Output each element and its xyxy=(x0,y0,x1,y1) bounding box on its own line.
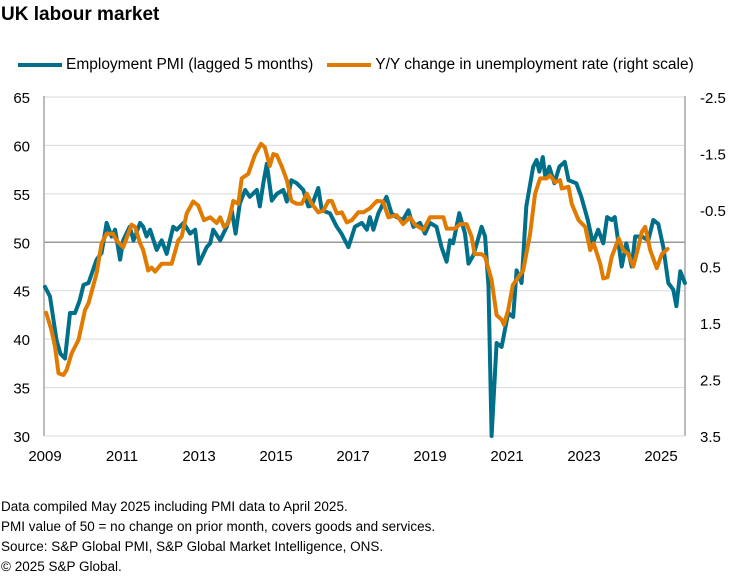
footnote-source: Source: S&P Global PMI, S&P Global Marke… xyxy=(1,539,384,554)
legend-swatch-orange xyxy=(327,63,372,67)
y-right-tick-label: -1.5 xyxy=(700,147,726,164)
x-tick-label: 2015 xyxy=(259,448,292,465)
x-tick-label: 2017 xyxy=(336,448,369,465)
chart-title: UK labour market xyxy=(1,4,160,25)
x-tick-label: 2009 xyxy=(28,448,61,465)
legend-item-employment-pmi: Employment PMI (lagged 5 months) xyxy=(18,56,313,74)
y-right-tick-label: -2.5 xyxy=(700,90,726,107)
y-left-tick-label: 40 xyxy=(13,332,30,349)
y-left-tick-label: 55 xyxy=(13,187,30,204)
y-right-tick-label: 1.5 xyxy=(700,316,721,333)
line-chart: 65 60 55 50 45 40 35 30 -2.5 -1.5 -0.5 0.5 1.5 2.5 3.5… xyxy=(13,90,726,465)
legend-label: Employment PMI (lagged 5 months) xyxy=(66,56,314,73)
legend: Employment PMI (lagged 5 months) Y/Y cha… xyxy=(18,56,708,74)
y-right-tick-label: 2.5 xyxy=(700,373,721,390)
legend-item-unemployment-change: Y/Y change in unemployment rate (right s… xyxy=(327,56,694,74)
y-left-tick-label: 50 xyxy=(13,235,30,252)
x-tick-label: 2025 xyxy=(644,448,677,465)
x-tick-label: 2011 xyxy=(106,448,138,465)
legend-label: Y/Y change in unemployment rate (right s… xyxy=(375,56,694,73)
footnote-copyright: © 2025 S&P Global. xyxy=(1,559,122,574)
x-tick-label: 2013 xyxy=(182,448,215,465)
x-tick-label: 2019 xyxy=(413,448,446,465)
legend-swatch-teal xyxy=(18,63,62,67)
footnote-pmi-definition: PMI value of 50 = no change on prior mon… xyxy=(1,519,436,534)
y-left-tick-label: 30 xyxy=(13,429,30,446)
y-right-tick-label: -0.5 xyxy=(700,203,726,220)
y-left-tick-label: 60 xyxy=(13,138,30,155)
x-tick-label: 2021 xyxy=(490,448,523,465)
series-line-employment-pmi xyxy=(43,155,687,438)
y-right-tick-label: 0.5 xyxy=(700,260,721,277)
series-line-unemployment-change xyxy=(44,141,670,377)
y-left-tick-label: 45 xyxy=(13,284,30,301)
y-left-tick-label: 35 xyxy=(13,381,30,398)
y-left-tick-label: 65 xyxy=(13,90,30,107)
x-tick-label: 2023 xyxy=(567,448,600,465)
y-right-tick-label: 3.5 xyxy=(700,429,721,446)
footnote-data-compiled: Data compiled May 2025 including PMI dat… xyxy=(1,499,348,514)
